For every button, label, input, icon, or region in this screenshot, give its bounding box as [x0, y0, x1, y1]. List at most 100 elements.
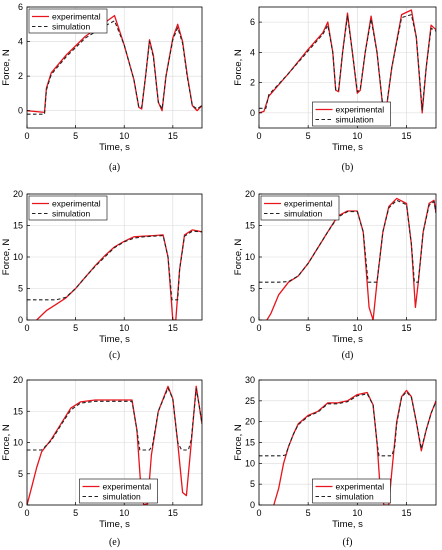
x-axis-label: Time, s	[332, 142, 363, 153]
y-axis-label: Force, N	[1, 49, 12, 86]
y-axis-label: Force, N	[1, 239, 12, 276]
legend-label-simulation: simulation	[52, 209, 91, 219]
y-tick-label: 15	[13, 221, 23, 231]
panel-d: 0 5 10 15 0 5 10 15 20 Time, s Force, N experimenta…	[233, 189, 437, 361]
y-tick-label: 25	[245, 396, 255, 406]
y-tick-label: 0	[18, 500, 23, 510]
legend-box	[312, 478, 391, 504]
panel-caption: (f)	[343, 537, 353, 548]
legend-label-simulation: simulation	[103, 492, 142, 502]
y-tick-label: 10	[245, 458, 255, 468]
y-tick-label: 0	[250, 315, 255, 325]
panel-f: 0 5 10 15 0 5 10 15 20 25 30 Time, s Force, N experim…	[233, 375, 437, 548]
legend-label-experimental: experimental	[336, 482, 385, 492]
y-tick-label: 20	[245, 417, 255, 427]
legend-label-simulation: simulation	[336, 115, 375, 125]
x-tick-label: 15	[168, 131, 178, 141]
legend-label-simulation: simulation	[284, 209, 323, 219]
x-axis-label: Time, s	[332, 519, 363, 530]
y-tick-label: 30	[245, 375, 255, 385]
x-tick-label: 15	[168, 508, 178, 518]
y-axis-label: Force, N	[1, 424, 12, 461]
x-axis-label: Time, s	[99, 142, 130, 153]
x-tick-label: 5	[306, 131, 311, 141]
x-tick-label: 5	[73, 131, 78, 141]
x-tick-label: 10	[119, 323, 129, 333]
x-tick-label: 10	[119, 508, 129, 518]
x-tick-label: 5	[73, 323, 78, 333]
legend-label-experimental: experimental	[52, 199, 101, 209]
y-tick-label: 15	[245, 221, 255, 231]
panel-caption: (d)	[342, 350, 354, 361]
axes-frame	[26, 6, 203, 129]
x-tick-label: 0	[24, 323, 29, 333]
x-tick-label: 0	[256, 508, 261, 518]
x-tick-label: 15	[168, 323, 178, 333]
x-tick-label: 15	[401, 131, 411, 141]
y-tick-label: 4	[18, 37, 23, 47]
panel-e: 0 5 10 15 0 5 10 15 20 Time, s Force, N experimenta…	[1, 375, 203, 548]
y-tick-label: 20	[13, 189, 23, 199]
x-tick-label: 10	[119, 131, 129, 141]
y-tick-label: 15	[245, 438, 255, 448]
y-tick-label: 4	[250, 47, 255, 57]
legend-label-experimental: experimental	[52, 12, 101, 22]
panel-caption: (b)	[342, 162, 354, 173]
x-tick-label: 15	[401, 508, 411, 518]
legend-label-experimental: experimental	[103, 482, 152, 492]
y-tick-label: 10	[13, 252, 23, 262]
series-line-simulation	[27, 20, 202, 115]
x-tick-label: 5	[306, 508, 311, 518]
y-tick-label: 5	[250, 284, 255, 294]
panel-caption: (a)	[109, 162, 120, 173]
y-axis-label: Force, N	[233, 239, 244, 276]
x-tick-label: 0	[256, 323, 261, 333]
y-tick-label: 10	[13, 438, 23, 448]
x-axis-label: Time, s	[332, 334, 363, 345]
y-axis-label: Force, N	[233, 424, 244, 461]
legend-label-experimental: experimental	[284, 199, 333, 209]
y-tick-label: 5	[18, 469, 23, 479]
y-tick-label: 20	[13, 375, 23, 385]
y-tick-label: 0	[250, 500, 255, 510]
axes-frame	[258, 6, 437, 129]
y-tick-label: 2	[18, 71, 23, 81]
panel-c: 0 5 10 15 0 5 10 15 20 Time, s Force, N experimenta…	[1, 189, 203, 361]
legend-box	[79, 478, 158, 504]
x-tick-label: 0	[24, 131, 29, 141]
y-tick-label: 0	[18, 106, 23, 116]
y-tick-label: 10	[245, 252, 255, 262]
panel-caption: (c)	[109, 350, 120, 361]
x-tick-label: 15	[401, 323, 411, 333]
legend-box	[28, 8, 108, 34]
x-tick-label: 10	[352, 131, 362, 141]
panel-b: 0 5 10 15 0 2 4 6 Time, s Force, N experimentalsim…	[233, 6, 437, 173]
legend-box	[312, 101, 391, 127]
series-line-simulation	[27, 387, 202, 451]
legend-label-simulation: simulation	[336, 492, 375, 502]
x-axis-label: Time, s	[99, 334, 130, 345]
y-tick-label: 15	[13, 406, 23, 416]
legend-label-simulation: simulation	[52, 22, 91, 32]
x-tick-label: 10	[352, 508, 362, 518]
x-tick-label: 5	[73, 508, 78, 518]
y-tick-label: 6	[18, 2, 23, 12]
y-tick-label: 5	[18, 284, 23, 294]
y-tick-label: 0	[250, 108, 255, 118]
legend-box	[28, 195, 108, 221]
legend-label-experimental: experimental	[336, 105, 385, 115]
legend-box	[260, 195, 340, 221]
x-tick-label: 0	[256, 131, 261, 141]
x-tick-label: 10	[352, 323, 362, 333]
y-tick-label: 6	[250, 17, 255, 27]
series-line-simulation	[259, 391, 436, 457]
panel-a: 0 5 10 15 0 2 4 6 Time, s Force, N experimentalsim…	[1, 2, 203, 173]
series-line-simulation	[259, 199, 436, 283]
y-tick-label: 0	[18, 315, 23, 325]
